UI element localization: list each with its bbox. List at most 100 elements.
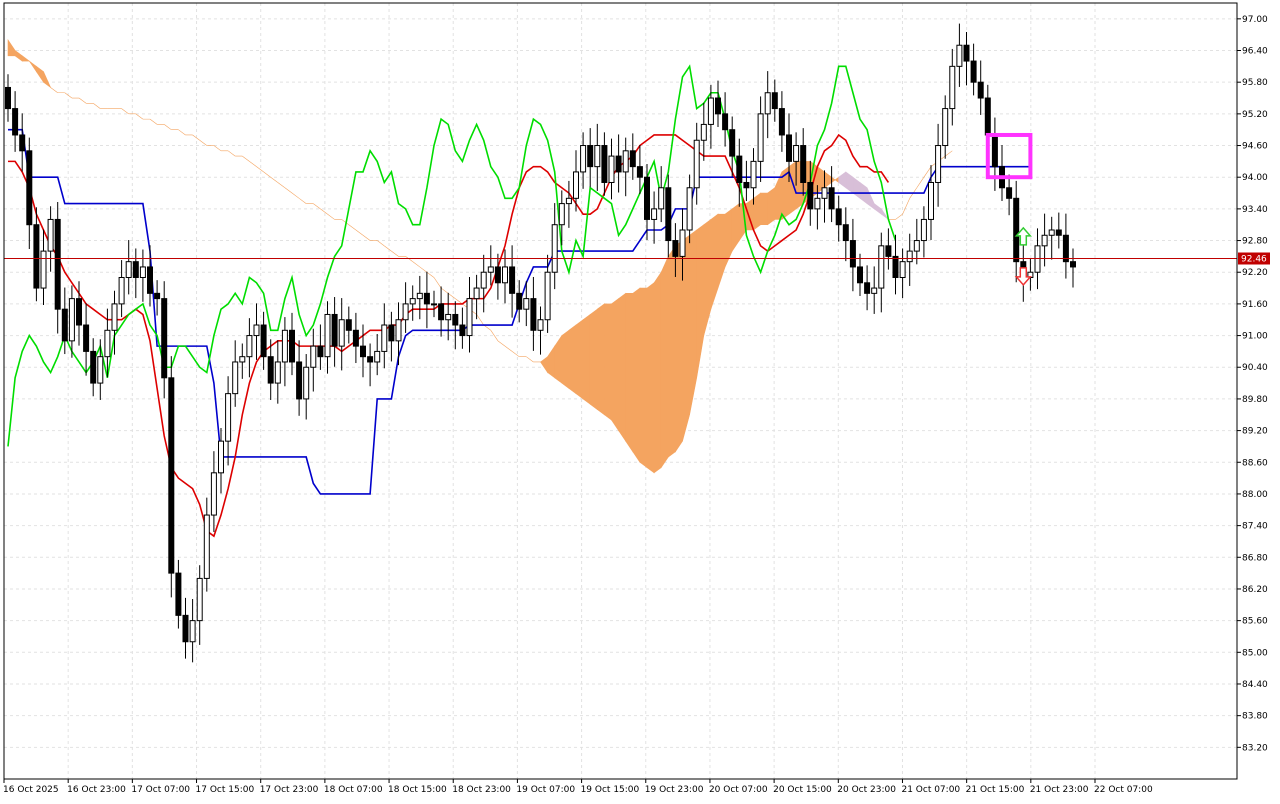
candle — [47, 206, 54, 272]
candle-body — [246, 335, 253, 358]
candle-body — [431, 303, 437, 306]
candle — [892, 234, 899, 295]
time-tick-label: 20 Oct 23:00 — [837, 785, 896, 795]
candle-body — [175, 572, 182, 616]
candle-body — [466, 298, 473, 337]
candle — [76, 281, 82, 346]
axes: 97.00 96.40 95.80 95.20 94.60 94.00 93.40 92.80… — [3, 2, 1270, 795]
candle — [523, 281, 530, 327]
candle — [729, 116, 736, 177]
candle — [239, 343, 246, 379]
candle — [622, 137, 629, 197]
cloud-segment — [561, 329, 570, 389]
candle-body — [857, 266, 863, 284]
candle-body — [644, 176, 650, 220]
candle-body — [665, 187, 672, 242]
candle — [913, 218, 920, 265]
highlight-box — [985, 132, 1033, 180]
price-tick-label: 86.80 — [1242, 553, 1268, 563]
candle — [111, 290, 118, 355]
candle — [274, 340, 281, 404]
candle — [956, 23, 963, 87]
candle-body — [147, 266, 153, 294]
time-tick-label: 21 Oct 07:00 — [901, 785, 960, 795]
candle-body — [977, 81, 984, 99]
candle — [942, 95, 949, 159]
candle-body — [12, 108, 19, 136]
candle-body — [61, 308, 68, 342]
candle — [281, 317, 288, 387]
candle-body — [516, 292, 523, 310]
price-tick-label: 89.80 — [1242, 395, 1268, 405]
price-tick-label: 96.40 — [1242, 47, 1268, 57]
candle-body — [502, 266, 508, 284]
candle-body — [715, 97, 721, 115]
candle-body — [828, 187, 835, 210]
candle-body — [757, 113, 764, 162]
candle-body — [97, 356, 104, 384]
candle-body — [480, 271, 487, 289]
candle — [814, 185, 821, 230]
candle — [793, 132, 800, 186]
candle — [1070, 248, 1076, 288]
candle-body — [1048, 229, 1055, 236]
candle — [409, 285, 416, 321]
candle — [218, 427, 224, 494]
time-tick-label: 22 Oct 07:00 — [1094, 785, 1153, 795]
price-tick-label: 83.80 — [1242, 712, 1268, 722]
candle — [778, 91, 785, 152]
candle-body — [281, 329, 288, 363]
candle-body — [388, 324, 395, 342]
price-tick-label: 91.60 — [1242, 300, 1268, 310]
candle — [644, 164, 650, 241]
candle-body — [310, 345, 317, 368]
price-tick-label: 88.60 — [1242, 458, 1268, 468]
candle-body — [885, 245, 892, 257]
candle — [54, 202, 61, 334]
candle-body — [445, 313, 452, 321]
candle-body — [125, 261, 132, 279]
cloud-segment — [625, 293, 634, 453]
candle — [175, 559, 182, 629]
candle — [920, 206, 927, 258]
time-tick-label: 17 Oct 23:00 — [260, 785, 319, 795]
candle — [459, 307, 466, 349]
candle-body — [338, 319, 345, 347]
candle — [651, 191, 658, 244]
time-tick-label: 18 Oct 15:00 — [388, 785, 447, 795]
candle-body — [693, 139, 700, 189]
candle-body — [76, 298, 82, 326]
candle-body — [225, 393, 232, 442]
candle — [1062, 213, 1069, 279]
candle-body — [793, 145, 800, 162]
candle — [544, 254, 551, 333]
candle-body — [523, 298, 530, 310]
cloud-segment — [653, 271, 662, 474]
candle — [509, 245, 516, 318]
price-tick-label: 93.40 — [1242, 205, 1268, 215]
time-tick-label: 19 Oct 23:00 — [645, 785, 704, 795]
candle-body — [771, 92, 778, 110]
overlays — [4, 132, 1237, 287]
candle-body — [1013, 197, 1020, 263]
candle-body — [260, 324, 267, 358]
candle — [658, 166, 665, 223]
candle-body — [54, 218, 61, 310]
candle-body — [459, 324, 466, 337]
candle-body — [274, 361, 281, 384]
candle-body — [935, 145, 942, 183]
candle — [573, 150, 579, 212]
candle-body — [132, 261, 139, 279]
candle — [1013, 180, 1020, 283]
candle-body — [800, 145, 807, 183]
candle — [807, 160, 814, 226]
candle-body — [303, 366, 310, 400]
candle — [963, 32, 970, 86]
candle-body — [324, 313, 331, 358]
candle-body — [750, 160, 757, 189]
current-price-tag — [1238, 252, 1270, 265]
price-tick-label: 89.20 — [1242, 427, 1268, 437]
candle-body — [239, 356, 246, 363]
